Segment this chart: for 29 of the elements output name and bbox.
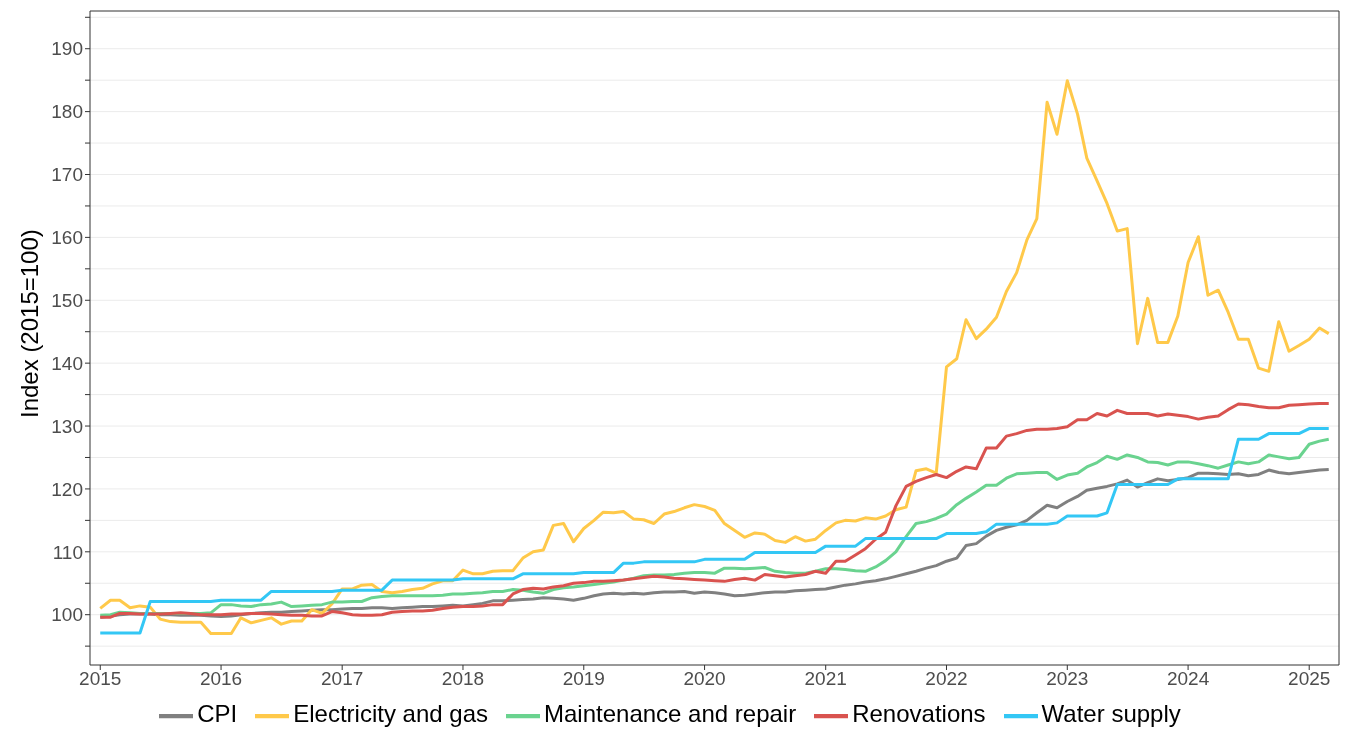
x-tick-label: 2020 <box>683 668 726 690</box>
x-tick-label: 2018 <box>441 668 485 690</box>
x-tick-label: 2015 <box>79 668 122 690</box>
x-tick-label: 2024 <box>1166 668 1210 690</box>
y-tick-label: 160 <box>51 227 83 249</box>
y-tick-label: 150 <box>51 290 83 312</box>
line-series <box>98 401 1331 619</box>
x-tick-label: 2022 <box>925 668 968 690</box>
x-tick-label: 2021 <box>804 668 847 690</box>
x-tick-label: 2019 <box>562 668 605 690</box>
y-axis-title: Index (2015=100) <box>15 229 43 418</box>
legend-label: CPI <box>197 700 238 728</box>
line-series <box>98 79 1331 636</box>
x-tick-label: 2023 <box>1046 668 1089 690</box>
y-tick-label: 100 <box>51 604 83 626</box>
x-tick-label: 2016 <box>199 668 243 690</box>
y-tick-label: 190 <box>51 38 83 60</box>
legend-label: Water supply <box>1041 700 1181 728</box>
legend-label: Electricity and gas <box>293 700 488 728</box>
y-tick-label: 120 <box>51 478 83 500</box>
y-tick-label: 130 <box>51 415 83 437</box>
x-tick-label: 2017 <box>321 668 364 690</box>
y-tick-label: 180 <box>51 101 83 123</box>
y-tick-label: 140 <box>51 352 83 374</box>
legend-label: Maintenance and repair <box>544 700 797 728</box>
y-tick-label: 170 <box>51 164 83 186</box>
legend-label: Renovations <box>852 700 986 728</box>
y-tick-label: 110 <box>52 541 83 563</box>
x-tick-label: 2025 <box>1288 668 1331 690</box>
